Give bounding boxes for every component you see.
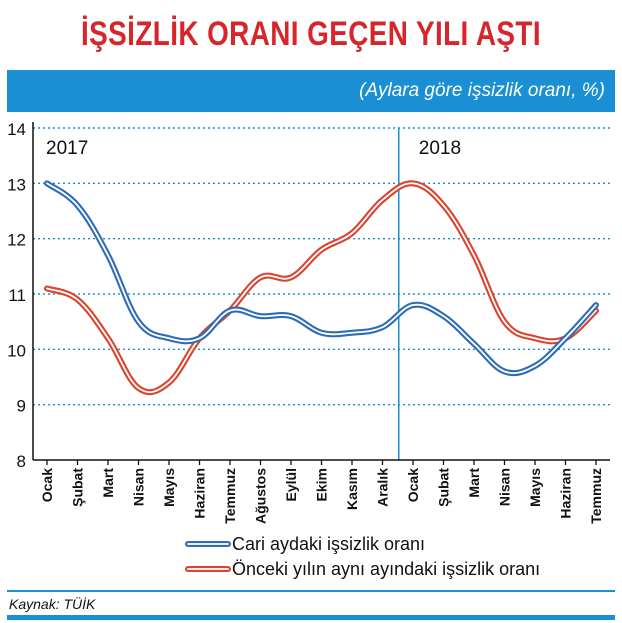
chart-title: İŞSİZLİK ORANI GEÇEN YILI AŞTI — [81, 15, 541, 53]
x-tick-label: Şubat — [436, 468, 452, 507]
x-tick-label: Haziran — [192, 468, 208, 519]
y-tick-label: 8 — [17, 452, 26, 471]
x-tick-label: Ocak — [405, 468, 421, 502]
year-label: 2018 — [419, 138, 461, 159]
axis-layer — [32, 122, 610, 465]
x-tick-label: Nisan — [497, 468, 513, 506]
x-tick-label: Şubat — [70, 468, 86, 507]
y-tick-label: 9 — [17, 397, 26, 416]
x-tick-label: Temmuz — [588, 468, 604, 524]
grid-layer — [33, 127, 610, 460]
y-tick-label: 10 — [7, 341, 26, 360]
source-note: Kaynak: TÜİK — [9, 596, 96, 612]
x-tick-label: Mart — [100, 468, 116, 498]
x-tick-label: Mayıs — [161, 468, 177, 507]
y-tick-label: 12 — [7, 231, 26, 250]
x-tick-label: Mart — [466, 468, 482, 498]
x-tick-label: Nisan — [131, 468, 147, 506]
series-line-outer — [44, 180, 599, 396]
footer-divider — [7, 590, 615, 592]
y-tick-label: 13 — [7, 175, 26, 194]
x-tick-label: Ocak — [39, 468, 55, 502]
legend-label: Önceki yılın aynı ayındaki işsizlik oran… — [232, 559, 540, 579]
legend: Cari aydaki işsizlik oranı Önceki yılın a… — [185, 534, 540, 579]
y-tick-label: 14 — [7, 120, 26, 139]
series-line-outer — [44, 180, 599, 377]
x-tick-label: Kasım — [344, 468, 360, 510]
x-tick-label: Temmuz — [222, 468, 238, 524]
chart-subtitle: (Aylara göre işsizlik oranı, %) — [359, 80, 605, 101]
bottom-bar — [7, 615, 615, 620]
x-tick-label: Ekim — [314, 468, 330, 501]
series-layer — [44, 180, 599, 396]
x-tick-label: Ağustos — [253, 468, 269, 524]
x-tick-label: Haziran — [558, 468, 574, 519]
x-tick-label: Mayıs — [527, 468, 543, 507]
y-tick-label: 11 — [8, 286, 26, 305]
subtitle-banner: (Aylara göre işsizlik oranı, %) — [7, 70, 615, 112]
legend-label: Cari aydaki işsizlik oranı — [232, 534, 425, 554]
x-tick-label: Eylül — [283, 468, 299, 501]
series-line-inner — [46, 182, 597, 375]
series-line-inner — [46, 182, 597, 394]
x-tick-label: Aralık — [375, 468, 391, 507]
label-layer: 8 9 10 11 12 13 14 2017 2018 Ocak Şubat Mart Nisan Ma… — [7, 120, 604, 524]
year-label: 2017 — [46, 138, 88, 159]
